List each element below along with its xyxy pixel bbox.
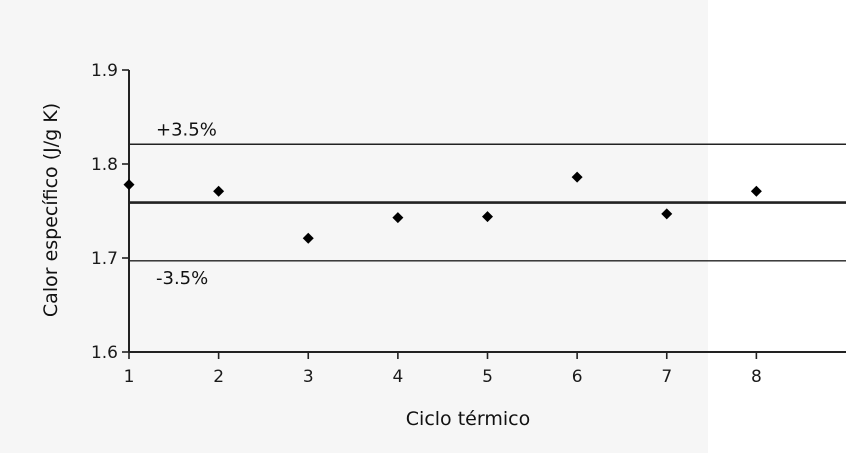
x-tick-label: 2 (213, 367, 224, 387)
data-point (571, 171, 583, 183)
reference-lines (129, 143, 846, 262)
y-tick-label: 1.6 (91, 343, 118, 363)
y-axis-title: Calor específico (J/g K) (40, 103, 62, 317)
x-axis-title: Ciclo térmico (406, 408, 530, 430)
axes (128, 70, 846, 353)
y-tick-label: 1.9 (91, 61, 118, 81)
x-tick-label: 8 (751, 367, 762, 387)
tick-labels: 1.6 1.7 1.8 1.9 1 2 3 4 5 6 7 8 (91, 61, 762, 387)
plot-background (0, 0, 708, 453)
data-point (750, 185, 762, 197)
data-points (123, 171, 762, 244)
data-point (661, 208, 673, 220)
x-tick-label: 4 (392, 367, 403, 387)
y-tick-label: 1.8 (91, 155, 118, 175)
x-tick-label: 1 (124, 367, 135, 387)
x-tick-label: 6 (572, 367, 583, 387)
tick-marks (122, 69, 758, 359)
data-point (392, 212, 404, 224)
data-point (123, 179, 135, 191)
upper-limit-label: +3.5% (156, 119, 217, 140)
data-point (482, 211, 493, 223)
data-point (213, 185, 225, 197)
x-tick-label: 3 (303, 367, 314, 387)
data-point (302, 232, 314, 244)
y-tick-label: 1.7 (91, 249, 118, 269)
lower-limit-label: -3.5% (156, 268, 208, 289)
x-tick-label: 5 (482, 367, 493, 387)
reference-line-labels: +3.5% -3.5% (156, 119, 217, 289)
x-tick-label: 7 (661, 367, 672, 387)
